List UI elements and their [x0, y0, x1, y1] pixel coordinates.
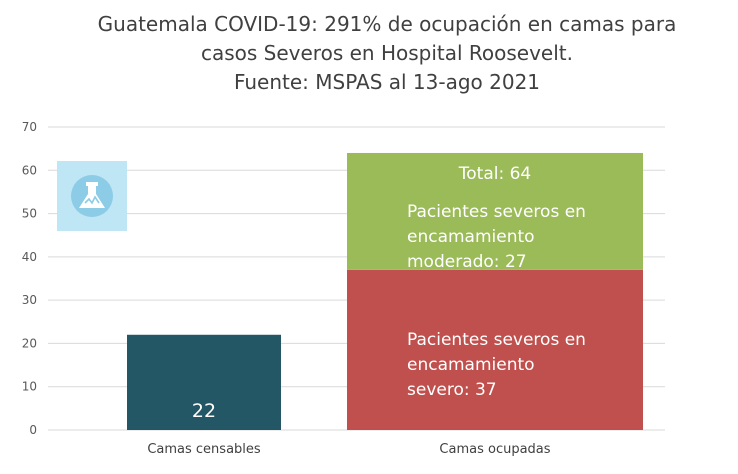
y-tick-label: 70 [22, 120, 37, 134]
data-label-severo: Pacientes severos en encamamiento severo… [407, 330, 591, 400]
bar-segment-severo [347, 269, 643, 430]
y-tick-label: 30 [22, 293, 37, 307]
bar-segment-moderado [347, 152, 643, 270]
data-label-severo-line-1: Pacientes severos en [407, 330, 586, 350]
data-label-camas-censables: 22 [192, 400, 216, 422]
chart-title-line-2: casos Severos en Hospital Roosevelt. [201, 41, 573, 65]
data-label-severo-line-2: encamamiento [407, 355, 535, 375]
data-label-moderado-line-2: encamamiento [407, 227, 535, 247]
data-label-moderado-line-3: moderado: 27 [407, 252, 527, 272]
y-tick-label: 60 [22, 163, 37, 177]
data-label-total: Total: 64 [458, 164, 531, 184]
bars [127, 152, 643, 430]
flask-icon [71, 175, 113, 217]
chart-title: Guatemala COVID-19: 291% de ocupación en… [98, 12, 677, 94]
flask-logo [57, 161, 127, 231]
chart-title-line-1: Guatemala COVID-19: 291% de ocupación en… [98, 12, 677, 36]
data-label-moderado: Pacientes severos en encamamiento modera… [407, 202, 591, 272]
y-tick-label: 50 [22, 207, 37, 221]
y-tick-label: 0 [29, 423, 37, 437]
y-axis-tick-labels: 0 10 20 30 40 50 60 70 [22, 120, 37, 437]
data-label-moderado-line-1: Pacientes severos en [407, 202, 586, 222]
x-category-label: Camas censables [147, 442, 261, 457]
y-tick-label: 20 [22, 336, 37, 350]
y-tick-label: 40 [22, 250, 37, 264]
y-tick-label: 10 [22, 380, 37, 394]
x-category-label: Camas ocupadas [439, 442, 550, 457]
data-label-severo-line-3: severo: 37 [407, 380, 497, 400]
bar-camas-censables [127, 334, 281, 430]
chart-title-line-3: Fuente: MSPAS al 13-ago 2021 [234, 70, 540, 94]
x-axis-category-labels: Camas censables Camas ocupadas [147, 442, 550, 457]
